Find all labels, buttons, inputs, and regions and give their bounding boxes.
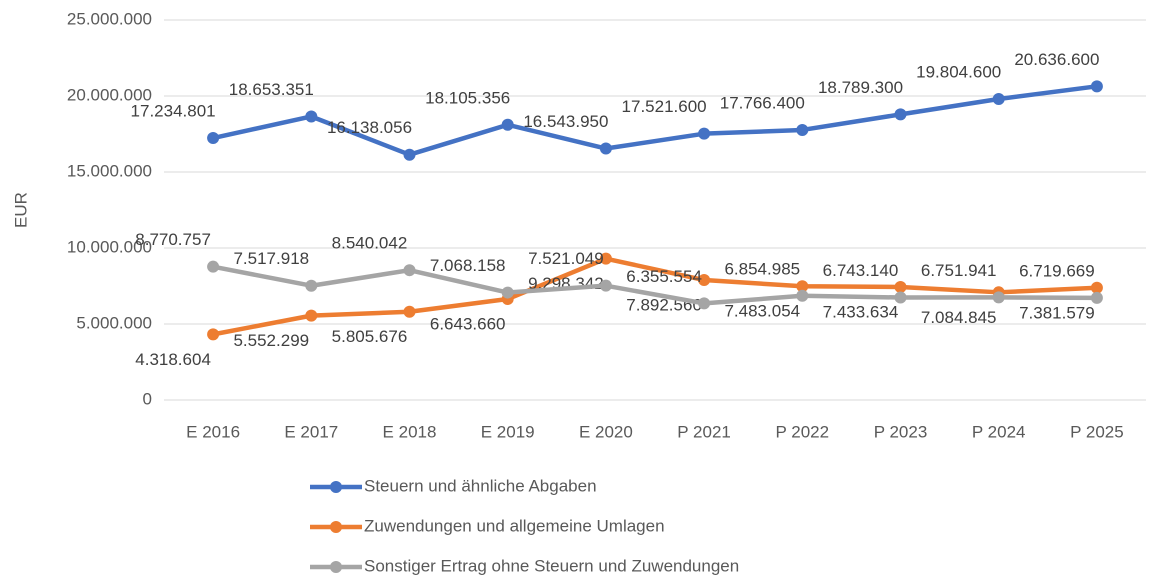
x-tick-label: E 2020 — [579, 422, 633, 441]
data-label: 8.540.042 — [332, 234, 408, 253]
x-tick-label: P 2025 — [1070, 422, 1124, 441]
data-point — [305, 110, 318, 123]
data-label: 18.653.351 — [229, 80, 314, 99]
data-point — [501, 118, 514, 131]
data-label: 6.719.669 — [1019, 261, 1095, 280]
data-label: 16.543.950 — [523, 112, 608, 131]
data-label: 20.636.600 — [1014, 50, 1099, 69]
data-label: 5.805.676 — [332, 327, 408, 346]
data-point — [992, 92, 1005, 105]
data-label: 18.789.300 — [818, 78, 903, 97]
data-label: 17.234.801 — [131, 102, 216, 121]
legend-label: Sonstiger Ertrag ohne Steuern und Zuwend… — [364, 556, 739, 575]
y-tick-label: 10.000.000 — [67, 237, 152, 256]
legend-label: Steuern und ähnliche Abgaben — [364, 476, 597, 495]
data-label: 17.766.400 — [720, 93, 805, 112]
data-point — [207, 328, 220, 341]
data-point — [894, 108, 907, 121]
data-point — [894, 291, 907, 304]
x-tick-label: P 2021 — [677, 422, 731, 441]
data-point — [1090, 291, 1103, 304]
x-tick-label: P 2022 — [776, 422, 830, 441]
x-tick-label: P 2023 — [874, 422, 928, 441]
data-point — [1090, 80, 1103, 93]
y-tick-label: 5.000.000 — [76, 313, 152, 332]
y-tick-label: 25.000.000 — [67, 9, 152, 28]
data-point — [698, 297, 711, 310]
x-tick-label: P 2024 — [972, 422, 1026, 441]
series-line — [212, 84, 1098, 157]
data-label: 6.743.140 — [823, 261, 899, 280]
data-label: 7.433.634 — [823, 302, 899, 321]
data-label: 6.643.660 — [430, 315, 506, 334]
legend-marker — [330, 561, 342, 573]
x-tick-label: E 2017 — [284, 422, 338, 441]
x-tick-label: E 2019 — [481, 422, 535, 441]
data-point — [403, 305, 416, 318]
legend-label: Zuwendungen und allgemeine Umlagen — [364, 516, 665, 535]
data-point — [501, 286, 514, 299]
data-point — [796, 280, 809, 293]
data-label: 6.854.985 — [724, 259, 800, 278]
data-label: 7.483.054 — [724, 302, 800, 321]
data-label: 7.084.845 — [921, 308, 997, 327]
data-point — [796, 123, 809, 136]
y-tick-label: 0 — [143, 389, 152, 408]
data-label: 4.318.604 — [135, 350, 211, 369]
data-point — [698, 274, 711, 287]
data-label: 7.517.918 — [233, 249, 309, 268]
x-tick-label: E 2016 — [186, 422, 240, 441]
data-point — [894, 281, 907, 294]
x-tick-label: E 2018 — [383, 422, 437, 441]
data-label: 19.804.600 — [916, 62, 1001, 81]
y-axis-label: EUR — [11, 192, 30, 228]
data-point — [305, 279, 318, 292]
data-point — [698, 127, 711, 140]
data-point — [305, 309, 318, 322]
data-label: 7.521.049 — [528, 249, 604, 268]
data-point — [796, 289, 809, 302]
data-point — [403, 148, 416, 161]
series-line — [212, 264, 1097, 306]
data-label: 5.552.299 — [233, 331, 309, 350]
data-label: 18.105.356 — [425, 88, 510, 107]
data-point — [207, 260, 220, 273]
y-tick-label: 20.000.000 — [67, 85, 152, 104]
data-point — [599, 279, 612, 292]
data-point — [1090, 281, 1103, 294]
y-tick-label: 15.000.000 — [67, 161, 152, 180]
data-label: 7.068.158 — [430, 256, 506, 275]
data-label: 16.138.056 — [327, 118, 412, 137]
data-label: 6.355.554 — [626, 267, 702, 286]
data-point — [599, 142, 612, 155]
data-point — [403, 264, 416, 277]
series-line — [212, 256, 1098, 337]
data-point — [207, 132, 220, 145]
legend-marker — [330, 521, 342, 533]
legend-marker — [330, 481, 342, 493]
data-point — [992, 291, 1005, 304]
data-label: 6.751.941 — [921, 261, 997, 280]
data-label: 7.381.579 — [1019, 303, 1095, 322]
data-label: 8.770.757 — [135, 230, 211, 249]
data-point — [599, 252, 612, 265]
data-label: 17.521.600 — [622, 97, 707, 116]
